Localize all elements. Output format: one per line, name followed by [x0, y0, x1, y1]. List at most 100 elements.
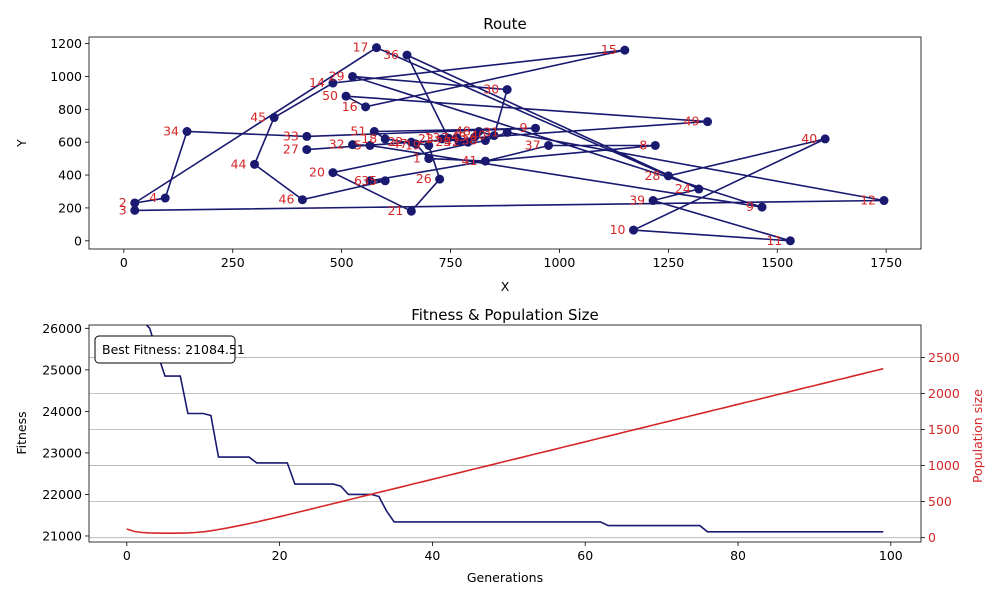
city-label: 50 — [322, 88, 338, 103]
city-label: 13 — [424, 130, 440, 145]
city-point — [380, 176, 390, 186]
city-label: 32 — [329, 137, 345, 152]
fitness-y-label: Fitness — [14, 411, 29, 454]
city-label: 18 — [361, 131, 377, 146]
city-label: 5 — [354, 137, 362, 152]
city-label: 25 — [435, 134, 451, 149]
city-label: 29 — [329, 68, 345, 83]
route-x-ticks: 0 250 500 750 1000 1250 1500 1750 — [120, 249, 902, 270]
route-axes-frame — [88, 36, 922, 250]
city-point — [443, 133, 453, 143]
city-point — [130, 198, 140, 208]
city-point — [250, 159, 260, 169]
best-fitness-text: Best Fitness: 21084.51 — [102, 342, 245, 357]
x-tick-label: 1750 — [870, 255, 902, 270]
city-label: 42 — [444, 134, 460, 149]
city-point — [620, 45, 630, 55]
city-point — [424, 140, 434, 150]
city-label: 43 — [451, 129, 467, 144]
city-point — [694, 184, 704, 194]
city-point — [650, 140, 660, 150]
city-label: 47 — [392, 136, 408, 151]
city-point — [402, 50, 412, 60]
city-label: 40 — [470, 128, 486, 143]
city-label: 9 — [746, 199, 754, 214]
population-y-ticks: 0 500 1000 1500 2000 2500 — [921, 350, 960, 545]
x-tick-label: 250 — [221, 255, 245, 270]
city-label: 35 — [361, 173, 377, 188]
city-point — [269, 113, 279, 123]
city-label: 7 — [441, 130, 449, 145]
city-point — [435, 174, 445, 184]
city-point — [348, 71, 358, 81]
city-label: 36 — [383, 47, 399, 62]
fitness-y-ticks: 21000 22000 23000 24000 25000 26000 — [42, 321, 89, 543]
city-point — [648, 196, 658, 206]
right-tick-label: 1000 — [928, 458, 960, 473]
y-tick-label: 25000 — [42, 362, 82, 377]
city-label: 17 — [353, 40, 369, 55]
city-point — [703, 117, 713, 127]
city-label: 3 — [119, 202, 127, 217]
city-label: 2 — [119, 195, 127, 210]
city-point — [160, 193, 170, 203]
right-tick-label: 500 — [928, 494, 952, 509]
city-point — [406, 206, 416, 216]
fitness-population-chart: Fitness & Population Size 0 20 40 60 80 100 2… — [14, 306, 985, 585]
route-path — [133, 46, 885, 242]
city-label: 30 — [483, 82, 499, 97]
y-tick-label: 1200 — [50, 36, 82, 51]
population-y-label: Population size — [970, 389, 985, 483]
fitness-plot-area — [126, 325, 884, 534]
city-point — [371, 43, 381, 53]
x-tick-label: 100 — [879, 548, 903, 563]
x-tick-label: 0 — [120, 255, 128, 270]
city-label: 6 — [354, 173, 362, 188]
city-label: 48 — [455, 123, 471, 138]
city-label: 37 — [525, 137, 541, 152]
fitness-axes-frame — [88, 324, 922, 543]
city-label: 10 — [610, 222, 626, 237]
best-fitness-box — [94, 335, 236, 364]
city-point — [879, 196, 889, 206]
route-y-ticks: 0 200 400 600 800 1000 1200 — [50, 36, 89, 248]
city-label: 27 — [283, 142, 299, 157]
city-label: 20 — [309, 165, 325, 180]
right-tick-label: 1500 — [928, 422, 960, 437]
city-label: 38 — [461, 133, 477, 148]
x-tick-label: 0 — [123, 548, 131, 563]
city-point — [328, 78, 338, 88]
city-point — [663, 171, 673, 181]
city-label: 28 — [644, 168, 660, 183]
x-tick-label: 1000 — [544, 255, 576, 270]
city-point — [463, 137, 473, 147]
y-tick-label: 600 — [58, 135, 82, 150]
y-tick-label: 22000 — [42, 487, 82, 502]
x-tick-label: 60 — [577, 548, 593, 563]
city-label: 21 — [387, 203, 403, 218]
route-title: Route — [483, 15, 527, 33]
y-tick-label: 0 — [74, 233, 82, 248]
city-point — [424, 154, 434, 164]
x-tick-label: 80 — [730, 548, 746, 563]
city-label: 15 — [601, 42, 617, 57]
y-tick-label: 800 — [58, 102, 82, 117]
city-point — [328, 168, 338, 178]
y-tick-label: 24000 — [42, 404, 82, 419]
city-point — [365, 176, 375, 186]
fitness-x-label: Generations — [467, 570, 543, 585]
route-y-label: Y — [14, 139, 29, 148]
y-tick-label: 1000 — [50, 69, 82, 84]
y-tick-label: 26000 — [42, 321, 82, 336]
city-label: 31 — [483, 124, 499, 139]
city-label: 51 — [350, 123, 366, 138]
city-label: 44 — [231, 156, 247, 171]
x-tick-label: 750 — [439, 255, 463, 270]
city-point — [480, 136, 490, 146]
fitness-grid — [89, 357, 921, 539]
city-label: 9 — [520, 120, 528, 135]
route-chart: Route 2343444454633272014502932165651173… — [14, 15, 922, 294]
city-label: 41 — [461, 153, 477, 168]
city-point — [369, 126, 379, 136]
city-point — [757, 202, 767, 212]
